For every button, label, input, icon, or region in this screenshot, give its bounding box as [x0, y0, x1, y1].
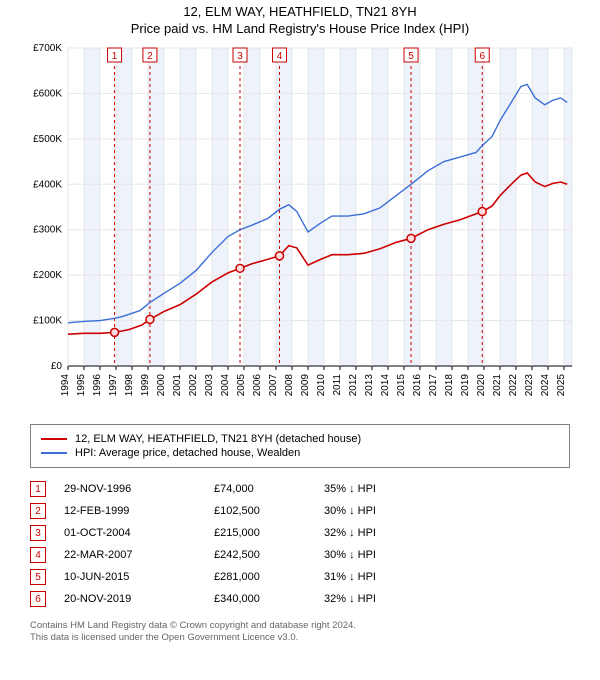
- sale-diff: 32% ↓ HPI: [324, 527, 444, 539]
- svg-text:1995: 1995: [76, 374, 87, 397]
- sale-marker: 2: [30, 503, 46, 519]
- legend-item-hpi: HPI: Average price, detached house, Weal…: [41, 447, 559, 459]
- title-block: 12, ELM WAY, HEATHFIELD, TN21 8YH Price …: [0, 0, 600, 36]
- legend-swatch-hpi: [41, 452, 67, 454]
- sale-price: £74,000: [214, 483, 324, 495]
- svg-text:2016: 2016: [412, 374, 423, 397]
- svg-text:£0: £0: [51, 361, 63, 372]
- sales-table: 1 29-NOV-1996£74,00035% ↓ HPI 2 12-FEB-1999…: [30, 478, 570, 610]
- sale-date: 10-JUN-2015: [64, 571, 214, 583]
- svg-text:2005: 2005: [236, 374, 247, 397]
- chart-svg: £0 £100K £200K £300K £400K £500K £600K £700K 199…: [20, 42, 580, 412]
- legend-label-property: 12, ELM WAY, HEATHFIELD, TN21 8YH (detac…: [75, 433, 361, 445]
- svg-text:2006: 2006: [252, 374, 263, 397]
- sale-row: 5 10-JUN-2015£281,00031% ↓ HPI: [30, 566, 570, 588]
- svg-text:1996: 1996: [92, 374, 103, 397]
- svg-text:2017: 2017: [428, 374, 439, 397]
- svg-text:2021: 2021: [492, 374, 503, 397]
- legend-label-hpi: HPI: Average price, detached house, Weal…: [75, 447, 300, 459]
- svg-text:1997: 1997: [108, 374, 119, 397]
- price-chart: £0 £100K £200K £300K £400K £500K £600K £700K 199…: [20, 42, 580, 412]
- sale-diff: 30% ↓ HPI: [324, 505, 444, 517]
- svg-text:1: 1: [112, 51, 118, 62]
- sale-date: 12-FEB-1999: [64, 505, 214, 517]
- svg-text:£600K: £600K: [33, 88, 62, 99]
- svg-text:2003: 2003: [204, 374, 215, 397]
- svg-text:2022: 2022: [508, 374, 519, 397]
- svg-text:£400K: £400K: [33, 179, 62, 190]
- sale-marker: 4: [30, 547, 46, 563]
- sale-date: 01-OCT-2004: [64, 527, 214, 539]
- svg-text:2012: 2012: [348, 374, 359, 397]
- svg-text:2018: 2018: [444, 374, 455, 397]
- svg-text:3: 3: [237, 51, 243, 62]
- sale-date: 20-NOV-2019: [64, 593, 214, 605]
- svg-text:2025: 2025: [556, 374, 567, 397]
- svg-text:2015: 2015: [396, 374, 407, 397]
- svg-text:2013: 2013: [364, 374, 375, 397]
- sale-diff: 35% ↓ HPI: [324, 483, 444, 495]
- sale-marker: 6: [30, 591, 46, 607]
- sale-marker: 5: [30, 569, 46, 585]
- svg-text:£700K: £700K: [33, 43, 62, 54]
- sale-price: £340,000: [214, 593, 324, 605]
- sale-marker: 3: [30, 525, 46, 541]
- svg-text:2020: 2020: [476, 374, 487, 397]
- sale-price: £102,500: [214, 505, 324, 517]
- sale-price: £215,000: [214, 527, 324, 539]
- svg-text:5: 5: [408, 51, 414, 62]
- footer-line2: This data is licensed under the Open Gov…: [30, 632, 570, 644]
- sale-marker: 1: [30, 481, 46, 497]
- svg-text:2007: 2007: [268, 374, 279, 397]
- sale-date: 29-NOV-1996: [64, 483, 214, 495]
- svg-text:1994: 1994: [60, 374, 71, 397]
- svg-text:1999: 1999: [140, 374, 151, 397]
- sale-price: £242,500: [214, 549, 324, 561]
- sale-diff: 32% ↓ HPI: [324, 593, 444, 605]
- svg-text:£100K: £100K: [33, 316, 62, 327]
- title-subtitle: Price paid vs. HM Land Registry's House …: [0, 21, 600, 36]
- svg-text:2001: 2001: [172, 374, 183, 397]
- sale-diff: 30% ↓ HPI: [324, 549, 444, 561]
- svg-text:2002: 2002: [188, 374, 199, 397]
- svg-text:2: 2: [147, 51, 153, 62]
- footer-line1: Contains HM Land Registry data © Crown c…: [30, 620, 570, 632]
- sale-row: 6 20-NOV-2019£340,00032% ↓ HPI: [30, 588, 570, 610]
- sale-diff: 31% ↓ HPI: [324, 571, 444, 583]
- legend: 12, ELM WAY, HEATHFIELD, TN21 8YH (detac…: [30, 424, 570, 468]
- svg-text:6: 6: [479, 51, 485, 62]
- sale-price: £281,000: [214, 571, 324, 583]
- svg-text:2009: 2009: [300, 374, 311, 397]
- svg-text:2014: 2014: [380, 374, 391, 397]
- svg-text:4: 4: [277, 51, 283, 62]
- svg-text:1998: 1998: [124, 374, 135, 397]
- svg-text:2000: 2000: [156, 374, 167, 397]
- sale-date: 22-MAR-2007: [64, 549, 214, 561]
- legend-item-property: 12, ELM WAY, HEATHFIELD, TN21 8YH (detac…: [41, 433, 559, 445]
- sale-row: 3 01-OCT-2004£215,00032% ↓ HPI: [30, 522, 570, 544]
- svg-text:£200K: £200K: [33, 270, 62, 281]
- legend-swatch-property: [41, 438, 67, 440]
- svg-text:2008: 2008: [284, 374, 295, 397]
- svg-text:£500K: £500K: [33, 134, 62, 145]
- sale-row: 1 29-NOV-1996£74,00035% ↓ HPI: [30, 478, 570, 500]
- svg-text:2019: 2019: [460, 374, 471, 397]
- svg-text:2011: 2011: [332, 374, 343, 396]
- title-address: 12, ELM WAY, HEATHFIELD, TN21 8YH: [0, 4, 600, 19]
- sale-row: 2 12-FEB-1999£102,50030% ↓ HPI: [30, 500, 570, 522]
- sale-row: 4 22-MAR-2007£242,50030% ↓ HPI: [30, 544, 570, 566]
- svg-text:£300K: £300K: [33, 225, 62, 236]
- svg-text:2024: 2024: [540, 374, 551, 397]
- svg-text:2023: 2023: [524, 374, 535, 397]
- svg-text:2010: 2010: [316, 374, 327, 397]
- svg-text:2004: 2004: [220, 374, 231, 397]
- footer: Contains HM Land Registry data © Crown c…: [30, 620, 570, 645]
